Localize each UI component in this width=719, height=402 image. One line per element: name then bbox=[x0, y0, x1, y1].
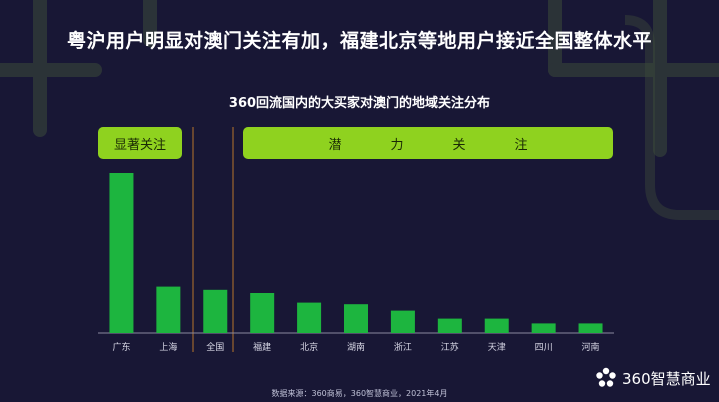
bar-3 bbox=[250, 293, 275, 333]
x-tick-label-0: 广东 bbox=[112, 341, 130, 353]
x-tick-label-6: 浙江 bbox=[394, 341, 412, 353]
chart-title: 360回流国内的大买家对澳门的地域关注分布 bbox=[228, 96, 491, 111]
bar-5 bbox=[344, 304, 368, 333]
x-tick-label-3: 福建 bbox=[253, 341, 271, 353]
bar-4 bbox=[297, 302, 322, 333]
x-tick-label-7: 江苏 bbox=[441, 341, 459, 353]
x-tick-label-10: 河南 bbox=[582, 341, 600, 353]
potential-attention-label: 潜 力 关 注 bbox=[243, 127, 613, 159]
potential-char-2: 力 bbox=[390, 137, 404, 153]
logo-text: 360智慧商业 bbox=[622, 369, 711, 388]
potential-char-3: 关 bbox=[452, 137, 466, 153]
page-title: 粤沪用户明显对澳门关注有加，福建北京等地用户接近全国整体水平 bbox=[66, 30, 652, 52]
x-tick-label-8: 天津 bbox=[488, 342, 506, 353]
bar-6 bbox=[390, 310, 415, 333]
notable-attention-label: 显著关注 bbox=[98, 127, 182, 159]
potential-char-4: 注 bbox=[514, 137, 528, 153]
potential-char-1: 潜 bbox=[328, 137, 342, 153]
x-tick-label-9: 四川 bbox=[535, 343, 553, 353]
bar-1 bbox=[156, 286, 181, 333]
bar-2 bbox=[203, 289, 228, 333]
x-tick-label-5: 湖南 bbox=[347, 341, 365, 353]
bar-7 bbox=[437, 318, 462, 333]
bar-9 bbox=[531, 323, 556, 333]
bar-10 bbox=[578, 323, 603, 333]
x-tick-label-4: 北京 bbox=[300, 341, 318, 353]
x-tick-label-1: 上海 bbox=[159, 341, 177, 353]
bar-8 bbox=[484, 318, 509, 333]
bar-0 bbox=[109, 173, 134, 333]
x-tick-label-2: 全国 bbox=[206, 341, 224, 353]
data-source-note: 数据来源：360商易，360智慧商业，2021年4月 bbox=[271, 389, 448, 398]
flower-logo-icon bbox=[596, 367, 616, 387]
brand-logo: 360智慧商业 bbox=[594, 365, 719, 391]
